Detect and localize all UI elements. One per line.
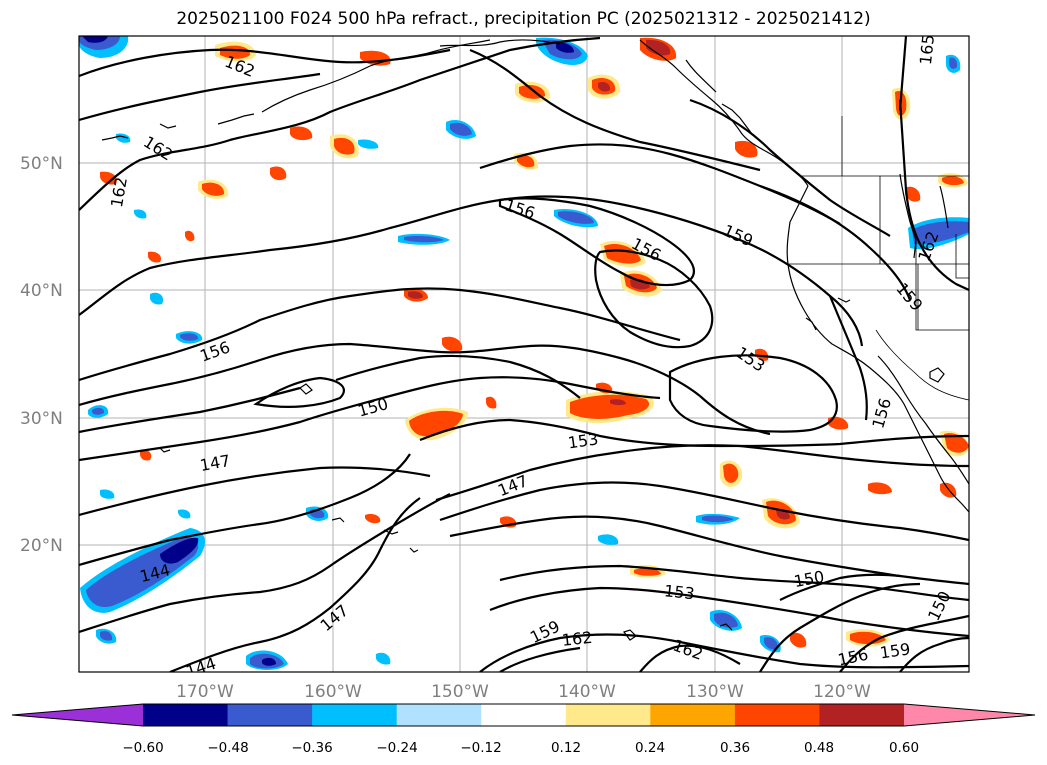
precip-blob bbox=[938, 173, 968, 188]
latitude-labels: 50°N 40°N 30°N 20°N bbox=[20, 154, 63, 556]
contour-label: 165 bbox=[916, 33, 938, 65]
precip-blob bbox=[566, 391, 654, 424]
precip-blob bbox=[290, 126, 313, 141]
lon-label: 140°W bbox=[558, 682, 616, 702]
precip-blob bbox=[270, 166, 287, 181]
colorbar-label: −0.48 bbox=[207, 740, 248, 756]
precip-blob bbox=[946, 54, 961, 73]
precip-blob bbox=[755, 348, 769, 361]
lon-label: 150°W bbox=[431, 682, 489, 702]
precip-blob bbox=[696, 513, 740, 525]
precip-blob bbox=[330, 134, 359, 159]
precip-negative-areas bbox=[79, 36, 969, 670]
precip-blob bbox=[442, 336, 463, 352]
precip-blob bbox=[100, 489, 115, 499]
precip-blob bbox=[80, 528, 205, 613]
precip-blob bbox=[100, 171, 117, 185]
lon-label: 170°W bbox=[176, 682, 234, 702]
map-title: 2025021100 F024 500 hPa refract., precip… bbox=[176, 9, 871, 29]
colorbar-cell bbox=[650, 704, 736, 726]
contour-label: 159 bbox=[879, 639, 912, 662]
colorbar-outline bbox=[11, 703, 1036, 727]
colorbar-label: −0.12 bbox=[460, 740, 501, 756]
precip-blob bbox=[908, 217, 969, 250]
colorbar-labels: −0.60 −0.48 −0.36 −0.24 −0.12 0.12 0.24 … bbox=[122, 740, 919, 756]
map-plot-area: 162 162 162 165 156 156 159 162 159 156 … bbox=[79, 33, 969, 672]
lon-label: 120°W bbox=[813, 682, 871, 702]
lat-label: 30°N bbox=[20, 409, 63, 429]
colorbar-label: −0.36 bbox=[291, 740, 332, 756]
colorbar-label: 0.60 bbox=[889, 740, 919, 756]
colorbar-label: −0.24 bbox=[376, 740, 417, 756]
colorbar-cell bbox=[143, 704, 229, 726]
precip-positive-areas bbox=[100, 37, 969, 648]
lat-label: 40°N bbox=[20, 281, 63, 301]
precip-blob bbox=[134, 209, 147, 219]
precip-blob bbox=[905, 186, 921, 202]
longitude-labels: 170°W 160°W 150°W 140°W 130°W 120°W bbox=[176, 682, 871, 702]
precip-blob bbox=[600, 240, 646, 268]
colorbar-label: 0.36 bbox=[720, 740, 750, 756]
colorbar-cell bbox=[734, 704, 820, 726]
precip-blob bbox=[554, 208, 598, 228]
precip-blob bbox=[376, 652, 391, 665]
colorbar-extend-low bbox=[12, 704, 143, 726]
colorbar-cell bbox=[396, 704, 482, 726]
colorbar-extend-high bbox=[904, 704, 1035, 726]
precip-blob bbox=[365, 513, 381, 524]
colorbar-label: 0.24 bbox=[635, 740, 665, 756]
precip-blob bbox=[762, 498, 800, 529]
colorbar-cell bbox=[312, 704, 398, 726]
colorbar-cell bbox=[565, 704, 651, 726]
precip-blob bbox=[398, 233, 450, 245]
precip-blob bbox=[198, 179, 229, 199]
precip-blob bbox=[588, 74, 621, 99]
precip-blob bbox=[735, 140, 758, 158]
precip-blob bbox=[358, 139, 379, 149]
lon-label: 130°W bbox=[686, 682, 744, 702]
precip-blob bbox=[640, 37, 677, 61]
lon-label: 160°W bbox=[304, 682, 362, 702]
precip-blob bbox=[868, 482, 892, 495]
precip-blob bbox=[88, 405, 109, 418]
precip-blob bbox=[405, 407, 468, 441]
precip-blob bbox=[535, 37, 588, 66]
precip-blob bbox=[185, 230, 195, 242]
colorbar-label: 0.48 bbox=[804, 740, 834, 756]
precip-blob bbox=[150, 292, 164, 305]
colorbar-cell bbox=[227, 704, 313, 726]
precip-blob bbox=[710, 609, 742, 631]
contour-label: 153 bbox=[567, 429, 600, 452]
colorbar-label: −0.60 bbox=[122, 740, 163, 756]
colorbar-label: 0.12 bbox=[551, 740, 581, 756]
precip-blob bbox=[790, 632, 807, 648]
precip-blob bbox=[178, 509, 191, 519]
precip-blob bbox=[404, 288, 428, 302]
colorbar-cell bbox=[481, 704, 567, 726]
precip-blob bbox=[598, 534, 619, 545]
precip-blob bbox=[96, 628, 117, 644]
lat-label: 20°N bbox=[20, 536, 63, 556]
colorbar-cell bbox=[819, 704, 905, 726]
contour-label: 153 bbox=[663, 581, 695, 603]
precip-blob bbox=[446, 119, 476, 139]
precip-blob bbox=[246, 650, 288, 670]
precip-blob bbox=[140, 449, 152, 461]
contour-label: 162 bbox=[561, 628, 593, 650]
precip-blob bbox=[486, 396, 497, 409]
map-frame bbox=[78, 35, 970, 673]
refractivity-contours bbox=[79, 36, 969, 672]
precip-blob bbox=[176, 331, 203, 344]
lat-label: 50°N bbox=[20, 154, 63, 174]
precip-blob bbox=[148, 251, 162, 263]
precip-blob bbox=[720, 460, 743, 487]
map-borders bbox=[788, 116, 969, 401]
precip-blob bbox=[846, 629, 890, 647]
colorbar: −0.60 −0.48 −0.36 −0.24 −0.12 0.12 0.24 … bbox=[11, 703, 1036, 756]
precip-blob bbox=[79, 36, 129, 58]
